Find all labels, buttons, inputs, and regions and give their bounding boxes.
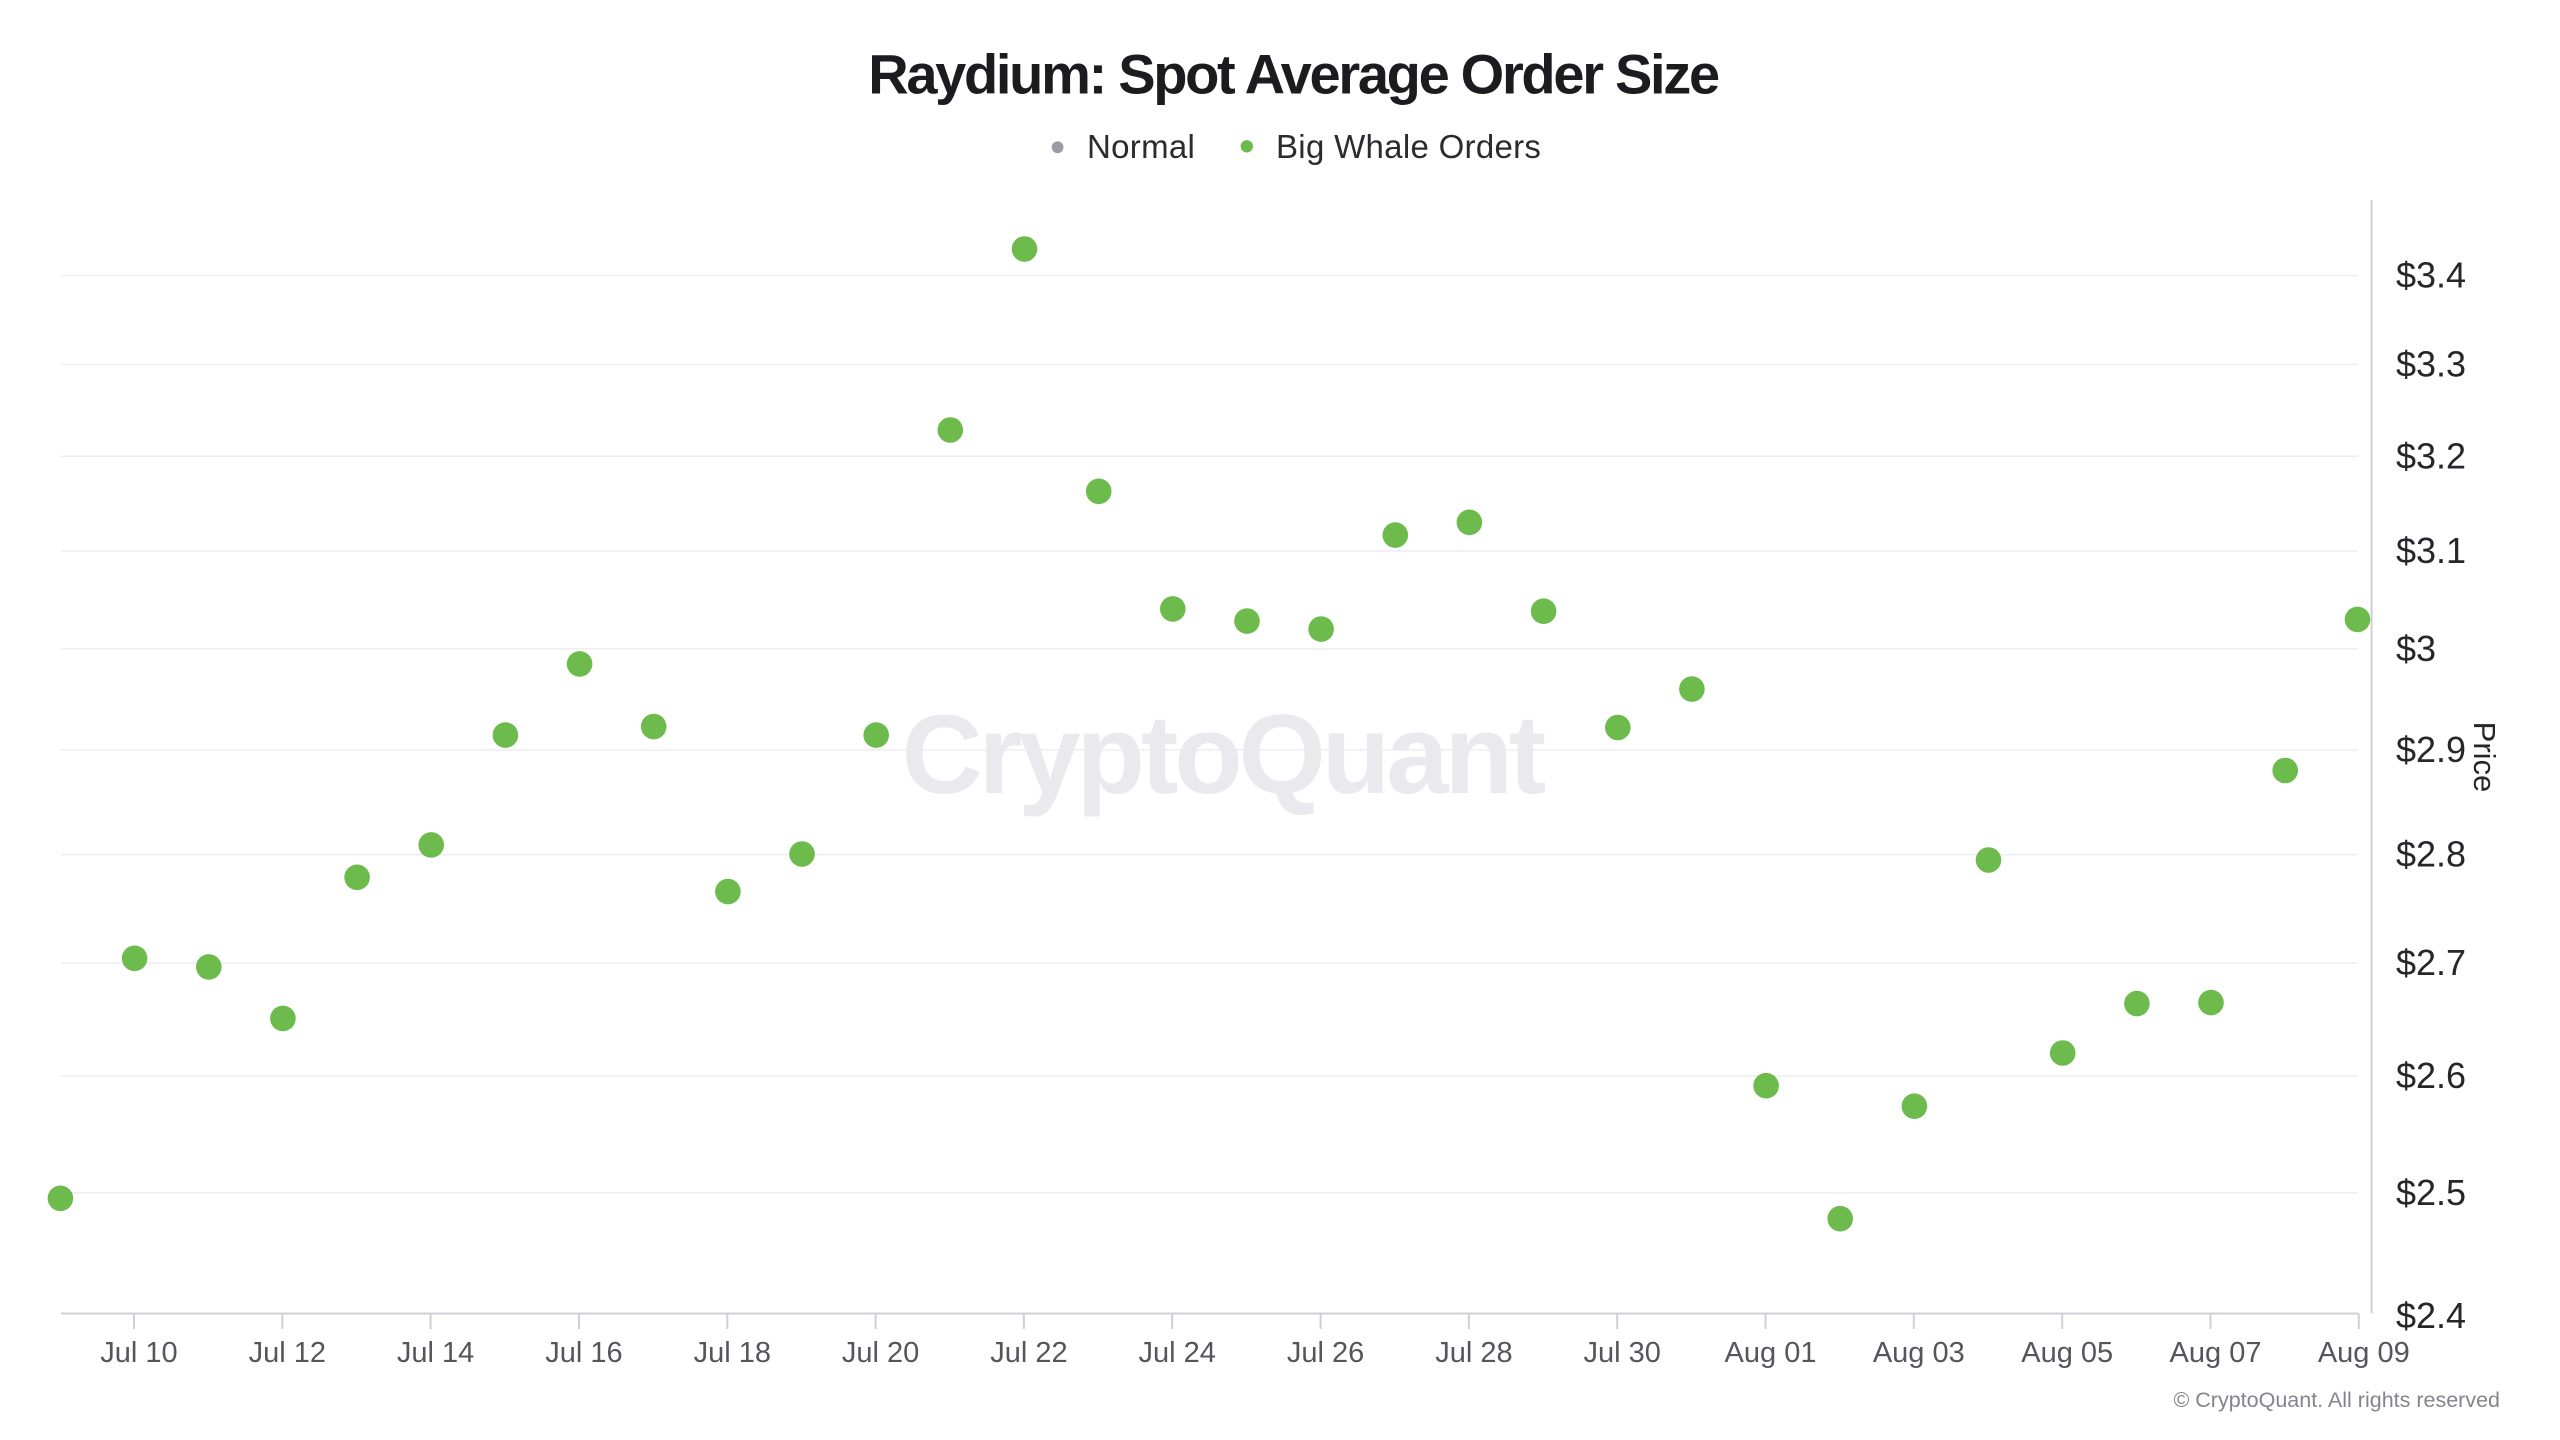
svg-text:$2.6: $2.6 (2396, 1055, 2466, 1096)
svg-text:$2.5: $2.5 (2396, 1172, 2466, 1213)
svg-text:Jul 18: Jul 18 (694, 1337, 771, 1369)
svg-text:Aug 07: Aug 07 (2170, 1337, 2262, 1369)
svg-text:Jul 12: Jul 12 (249, 1337, 326, 1369)
svg-text:$2.8: $2.8 (2396, 834, 2466, 875)
svg-text:Aug 03: Aug 03 (1873, 1337, 1965, 1369)
svg-text:$3.3: $3.3 (2396, 344, 2466, 385)
svg-text:Jul 26: Jul 26 (1287, 1337, 1364, 1369)
svg-text:$2.7: $2.7 (2396, 942, 2466, 983)
svg-text:$2.4: $2.4 (2396, 1295, 2466, 1336)
svg-text:Aug 05: Aug 05 (2021, 1337, 2113, 1369)
svg-text:$3.4: $3.4 (2396, 255, 2466, 296)
svg-text:$3.1: $3.1 (2396, 530, 2466, 571)
svg-text:Jul 14: Jul 14 (397, 1337, 474, 1369)
svg-text:Jul 16: Jul 16 (545, 1337, 622, 1369)
svg-text:$3: $3 (2396, 628, 2436, 669)
svg-text:CryptoQuant: CryptoQuant (902, 692, 1545, 817)
svg-text:Aug 01: Aug 01 (1725, 1337, 1817, 1369)
svg-text:Jul 30: Jul 30 (1584, 1337, 1661, 1369)
svg-text:$3.2: $3.2 (2396, 435, 2466, 476)
svg-text:Price: Price (2467, 722, 2502, 793)
svg-text:Normal: Normal (1087, 128, 1195, 165)
svg-text:Big Whale Orders: Big Whale Orders (1276, 128, 1541, 165)
svg-text:Jul 20: Jul 20 (842, 1337, 919, 1369)
svg-text:Jul 24: Jul 24 (1139, 1337, 1216, 1369)
svg-text:Jul 10: Jul 10 (100, 1337, 177, 1369)
svg-text:Raydium: Spot Average Order Si: Raydium: Spot Average Order Size (868, 43, 1719, 106)
svg-text:$2.9: $2.9 (2396, 729, 2466, 770)
svg-text:Jul 22: Jul 22 (990, 1337, 1067, 1369)
svg-text:Aug 09: Aug 09 (2318, 1337, 2410, 1369)
svg-text:© CryptoQuant. All rights rese: © CryptoQuant. All rights reserved (2173, 1388, 2500, 1412)
svg-text:Jul 28: Jul 28 (1435, 1337, 1512, 1369)
